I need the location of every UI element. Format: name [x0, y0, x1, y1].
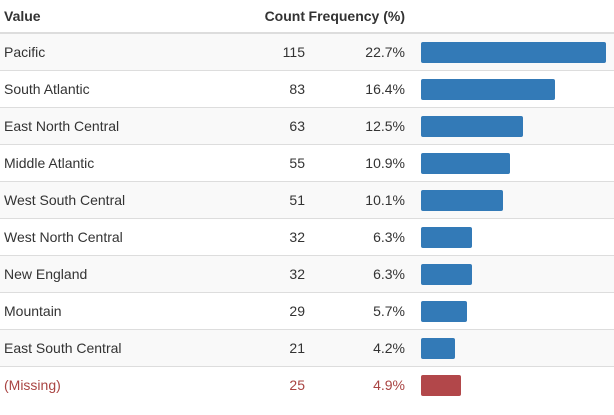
value-column-header: Value — [0, 0, 229, 34]
row-bar-cell — [405, 218, 614, 256]
row-bar-cell — [405, 329, 614, 367]
table-row: West North Central 32 6.3% — [0, 218, 614, 256]
row-frequency: 12.5% — [305, 107, 405, 145]
row-bar-cell — [405, 366, 614, 403]
row-bar-cell — [405, 181, 614, 219]
table-row: East North Central 63 12.5% — [0, 107, 614, 145]
frequency-bar — [421, 263, 472, 285]
row-value-label: Pacific — [0, 32, 229, 71]
frequency-bar — [421, 189, 503, 211]
frequency-bar — [421, 226, 472, 248]
row-frequency: 10.1% — [305, 181, 405, 219]
row-value-label: South Atlantic — [0, 70, 229, 108]
table-row: (Missing) 25 4.9% — [0, 366, 614, 403]
row-count: 25 — [229, 366, 305, 403]
row-count: 51 — [229, 181, 305, 219]
bar-column-header — [405, 0, 614, 34]
row-value-label: New England — [0, 255, 229, 293]
table-row: New England 32 6.3% — [0, 255, 614, 293]
row-bar-cell — [405, 70, 614, 108]
row-value-label: West South Central — [0, 181, 229, 219]
row-count: 115 — [229, 32, 305, 71]
frequency-bar — [421, 152, 510, 174]
row-count: 63 — [229, 107, 305, 145]
row-count: 21 — [229, 329, 305, 367]
table-row: South Atlantic 83 16.4% — [0, 70, 614, 108]
row-frequency: 10.9% — [305, 144, 405, 182]
frequency-bar — [421, 78, 555, 100]
row-bar-cell — [405, 107, 614, 145]
table-body: Pacific 115 22.7% South Atlantic 83 16.4% East… — [0, 32, 614, 403]
table-row: Middle Atlantic 55 10.9% — [0, 144, 614, 182]
row-bar-cell — [405, 144, 614, 182]
frequency-bar — [421, 337, 455, 359]
table-row: West South Central 51 10.1% — [0, 181, 614, 219]
frequency-bar — [421, 300, 467, 322]
table-row: Pacific 115 22.7% — [0, 32, 614, 71]
row-count: 83 — [229, 70, 305, 108]
count-column-header: Count — [229, 0, 305, 34]
row-value-label: East South Central — [0, 329, 229, 367]
row-frequency: 16.4% — [305, 70, 405, 108]
row-value-label: Middle Atlantic — [0, 144, 229, 182]
frequency-bar — [421, 41, 606, 63]
row-count: 32 — [229, 218, 305, 256]
row-value-label: West North Central — [0, 218, 229, 256]
row-frequency: 6.3% — [305, 218, 405, 256]
row-frequency: 22.7% — [305, 32, 405, 71]
row-value-label: East North Central — [0, 107, 229, 145]
row-frequency: 6.3% — [305, 255, 405, 293]
table-row: Mountain 29 5.7% — [0, 292, 614, 330]
row-bar-cell — [405, 292, 614, 330]
missing-frequency-bar — [421, 374, 461, 396]
row-frequency: 4.2% — [305, 329, 405, 367]
row-count: 32 — [229, 255, 305, 293]
row-count: 29 — [229, 292, 305, 330]
row-frequency: 4.9% — [305, 366, 405, 403]
row-bar-cell — [405, 32, 614, 71]
row-value-label: Mountain — [0, 292, 229, 330]
header-row: Value Count Frequency (%) — [0, 0, 614, 34]
frequency-column-header: Frequency (%) — [305, 0, 405, 34]
row-value-label: (Missing) — [0, 366, 229, 403]
table-row: East South Central 21 4.2% — [0, 329, 614, 367]
row-count: 55 — [229, 144, 305, 182]
row-frequency: 5.7% — [305, 292, 405, 330]
frequency-table: Value Count Frequency (%) Pacific 115 22.7… — [0, 0, 614, 403]
frequency-bar — [421, 115, 523, 137]
row-bar-cell — [405, 255, 614, 293]
